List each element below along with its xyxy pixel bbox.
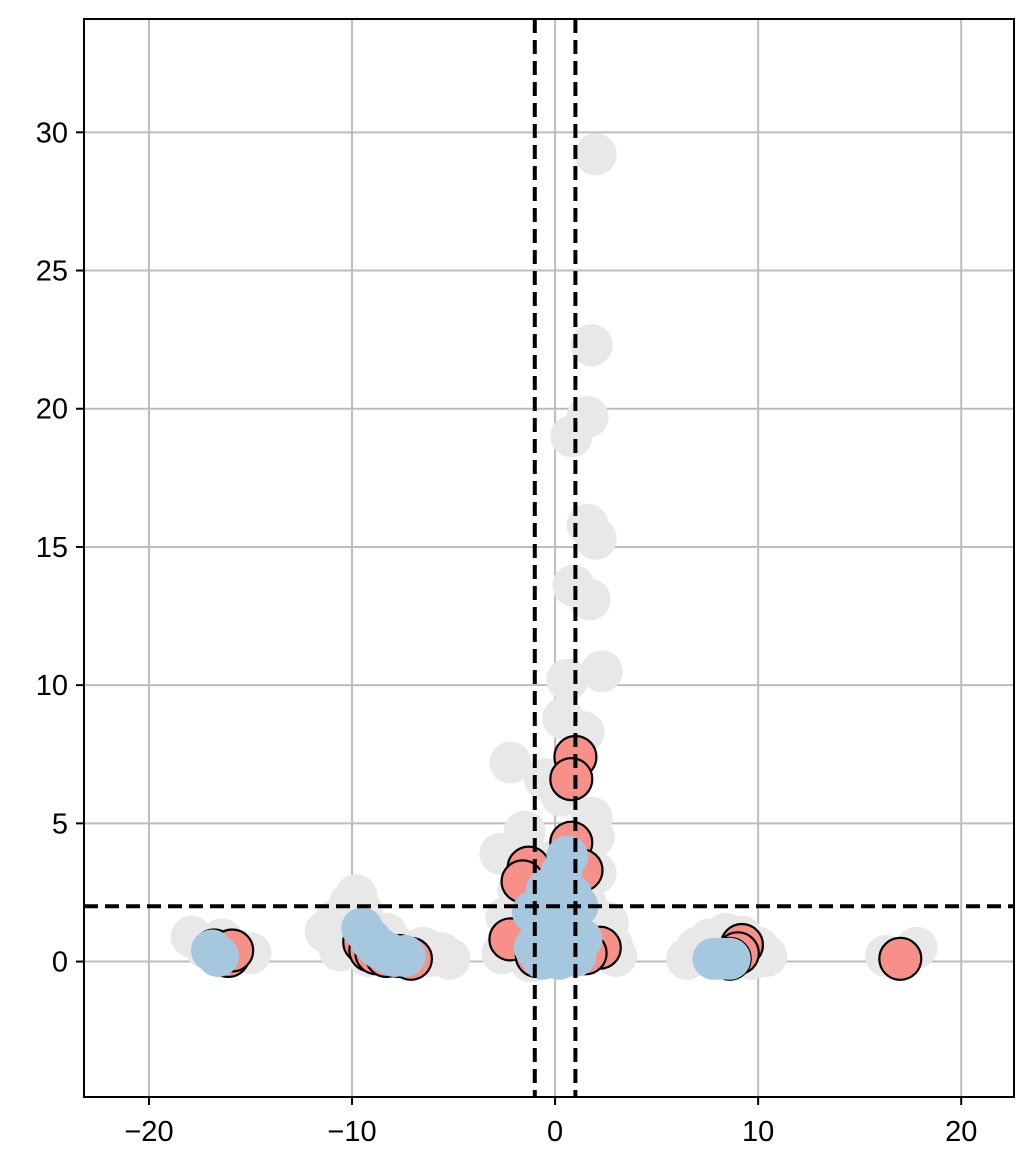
y-tick-label: 5 (52, 808, 68, 840)
plot-frame (83, 18, 1015, 1098)
x-tick-label: −10 (327, 1116, 376, 1148)
data-point-series-0 (428, 937, 471, 980)
data-point-series-0 (550, 415, 593, 458)
data-point-series-0 (568, 578, 611, 621)
data-point-series-0 (580, 650, 623, 693)
x-tick-label: 0 (547, 1116, 563, 1148)
data-points (170, 133, 938, 983)
data-point-series-0 (574, 133, 617, 176)
data-point-series-0 (570, 324, 613, 367)
tick-labels: −20 −10 0 10 20 0 5 10 15 20 25 30 (36, 117, 978, 1148)
data-point-series-1 (549, 756, 594, 802)
y-tick-label: 30 (36, 117, 68, 149)
y-tick-label: 15 (36, 532, 68, 564)
data-point-series-2 (190, 929, 233, 972)
data-point-series-2 (708, 937, 751, 980)
axis-ticks (76, 131, 963, 1105)
data-point-series-2 (383, 935, 426, 977)
y-tick-label: 25 (36, 256, 68, 288)
x-tick-label: 20 (945, 1116, 977, 1148)
x-tick-label: 10 (742, 1116, 774, 1148)
x-tick-label: −20 (124, 1116, 173, 1148)
y-tick-label: 10 (36, 670, 68, 702)
threshold-lines (84, 19, 1014, 1097)
y-tick-label: 0 (52, 947, 68, 979)
y-tick-label: 20 (36, 394, 68, 426)
data-point-series-0 (489, 741, 532, 784)
data-point-series-2 (521, 937, 564, 980)
data-point-series-0 (546, 658, 589, 701)
data-point-series-0 (574, 517, 617, 560)
data-point-series-1 (878, 936, 923, 981)
